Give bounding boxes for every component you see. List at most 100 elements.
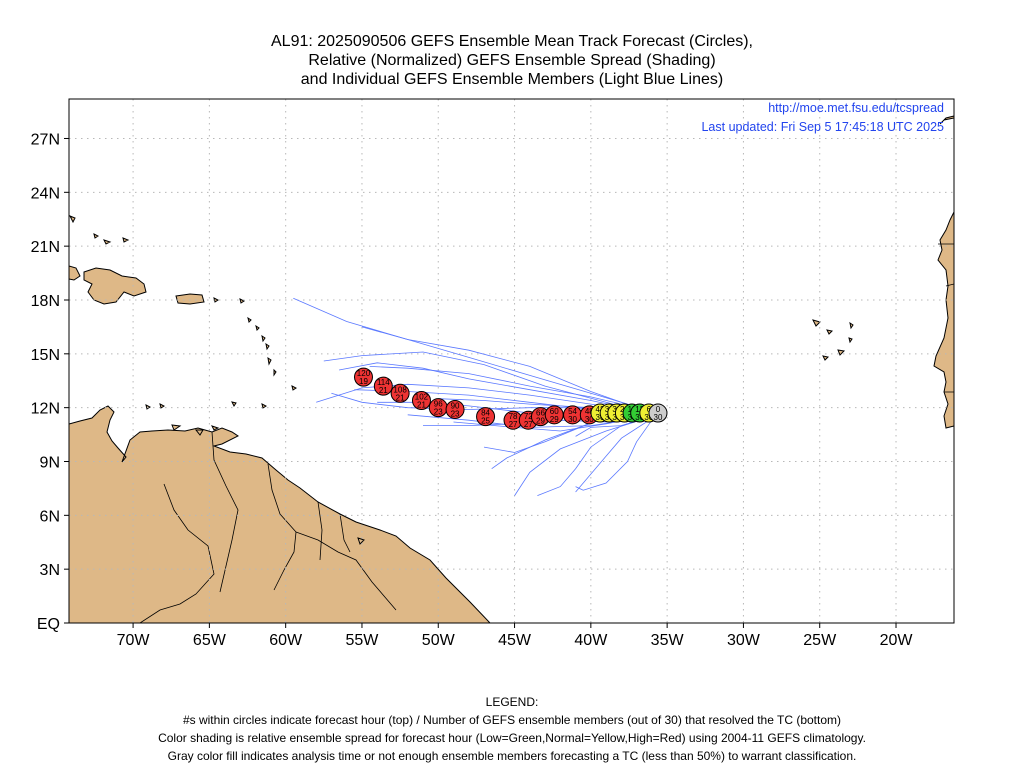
cuba-tip: [69, 265, 81, 281]
member-track-line: [339, 362, 652, 414]
member-track-line: [514, 416, 653, 496]
lon-tick-label: 60W: [269, 632, 303, 649]
forecast-hour-label: 0: [656, 405, 661, 414]
forecast-hour-label: 42: [596, 405, 605, 414]
lon-tick-label: 35W: [651, 632, 685, 649]
country-borders: [139, 431, 397, 623]
axis-labels: 27N 24N 21N 18N 15N 12N 9N 6N 3N EQ 70W 65W 60W 55W 50…: [31, 131, 914, 649]
track-circle: [445, 399, 465, 419]
lon-tick-label: 65W: [193, 632, 227, 649]
member-count-label: 27: [509, 420, 518, 429]
lon-tick-label: 30W: [727, 632, 761, 649]
member-count-label: 29: [550, 415, 559, 424]
legend-line-1: #s within circles indicate forecast hour…: [182, 713, 842, 727]
lat-tick-label: EQ: [37, 616, 60, 633]
map-frame: [68, 98, 955, 624]
member-track-line: [323, 351, 653, 416]
africa-border: [938, 243, 954, 393]
track-circle: [648, 403, 668, 423]
chart-title: AL91: 2025090506 GEFS Ensemble Mean Trac…: [0, 32, 1024, 89]
legend-line-2: Color shading is relative ensemble sprea…: [158, 731, 866, 745]
lat-tick-label: 21N: [31, 239, 60, 256]
member-count-label: 29: [536, 417, 545, 426]
member-count-label: 30: [635, 413, 644, 422]
lat-tick-label: 6N: [40, 508, 60, 525]
forecast-hour-label: 6: [647, 405, 652, 414]
forecast-hour-label: 54: [568, 407, 577, 416]
forecast-hour-label: 66: [536, 409, 545, 418]
member-count-label: 19: [359, 377, 368, 386]
member-track-line: [316, 383, 652, 414]
lat-tick-label: 3N: [40, 562, 60, 579]
forecast-hour-label: 60: [550, 407, 559, 416]
track-circle: [353, 367, 373, 387]
track-circle: [411, 390, 431, 410]
forecast-hour-label: 90: [451, 401, 460, 410]
last-updated-text: Last updated: Fri Sep 5 17:45:18 UTC 202…: [701, 120, 944, 134]
member-count-label: 21: [379, 386, 388, 395]
member-count-label: 21: [417, 400, 426, 409]
legend-line-3: Gray color fill indicates analysis time …: [167, 749, 857, 763]
puerto-rico: [175, 293, 205, 305]
member-track-line: [575, 419, 653, 491]
lat-tick-label: 12N: [31, 401, 60, 418]
lat-tick-label: 15N: [31, 347, 60, 364]
forecast-hour-label: 72: [524, 412, 533, 421]
member-track-line: [575, 418, 653, 493]
lon-tick-label: 55W: [346, 632, 380, 649]
legend: LEGEND: #s within circles indicate forec…: [0, 693, 1024, 765]
south-america-landmass: [69, 405, 491, 623]
member-count-label: 30: [568, 415, 577, 424]
mean-track-point: 030: [648, 403, 668, 423]
forecast-hour-label: 102: [415, 392, 429, 401]
lon-tick-label: 50W: [422, 632, 456, 649]
track-circle: [390, 383, 410, 403]
land-layer: [69, 115, 954, 623]
small-islands: [69, 215, 854, 545]
lon-tick-label: 70W: [117, 632, 151, 649]
member-count-label: 30: [585, 415, 594, 424]
track-circle: [373, 376, 393, 396]
forecast-hour-label: 114: [377, 378, 390, 387]
lat-tick-label: 24N: [31, 185, 60, 202]
forecast-hour-label: 12: [635, 405, 644, 414]
member-count-label: 21: [396, 393, 405, 402]
member-count-label: 25: [481, 417, 490, 426]
legend-title: LEGEND:: [485, 695, 539, 709]
forecast-hour-label: 48: [585, 407, 594, 416]
forecast-hour-label: 120: [357, 369, 371, 378]
member-track-line: [361, 326, 653, 412]
title-line-3: and Individual GEFS Ensemble Members (Li…: [300, 71, 724, 88]
source-url-link[interactable]: http://moe.met.fsu.edu/tcspread: [768, 101, 944, 115]
member-track-line: [369, 366, 652, 412]
title-line-1: AL91: 2025090506 GEFS Ensemble Mean Trac…: [271, 33, 753, 50]
lon-tick-label: 45W: [498, 632, 532, 649]
forecast-hour-label: 96: [434, 400, 443, 409]
lat-tick-label: 27N: [31, 131, 60, 148]
member-track-line: [293, 297, 653, 414]
lon-tick-label: 25W: [803, 632, 837, 649]
africa-coast: [933, 115, 954, 429]
lon-tick-label: 20W: [880, 632, 914, 649]
lat-tick-label: 9N: [40, 454, 60, 471]
forecast-hour-label: 108: [393, 385, 407, 394]
member-count-label: 30: [644, 413, 653, 422]
member-count-label: 27: [524, 420, 533, 429]
member-count-label: 30: [596, 413, 605, 422]
hispaniola: [83, 267, 147, 305]
forecast-hour-label: 84: [481, 409, 490, 418]
member-count-label: 23: [434, 408, 443, 417]
track-circle: [476, 407, 496, 427]
member-count-label: 30: [654, 413, 663, 422]
forecast-hour-label: 78: [509, 412, 518, 421]
